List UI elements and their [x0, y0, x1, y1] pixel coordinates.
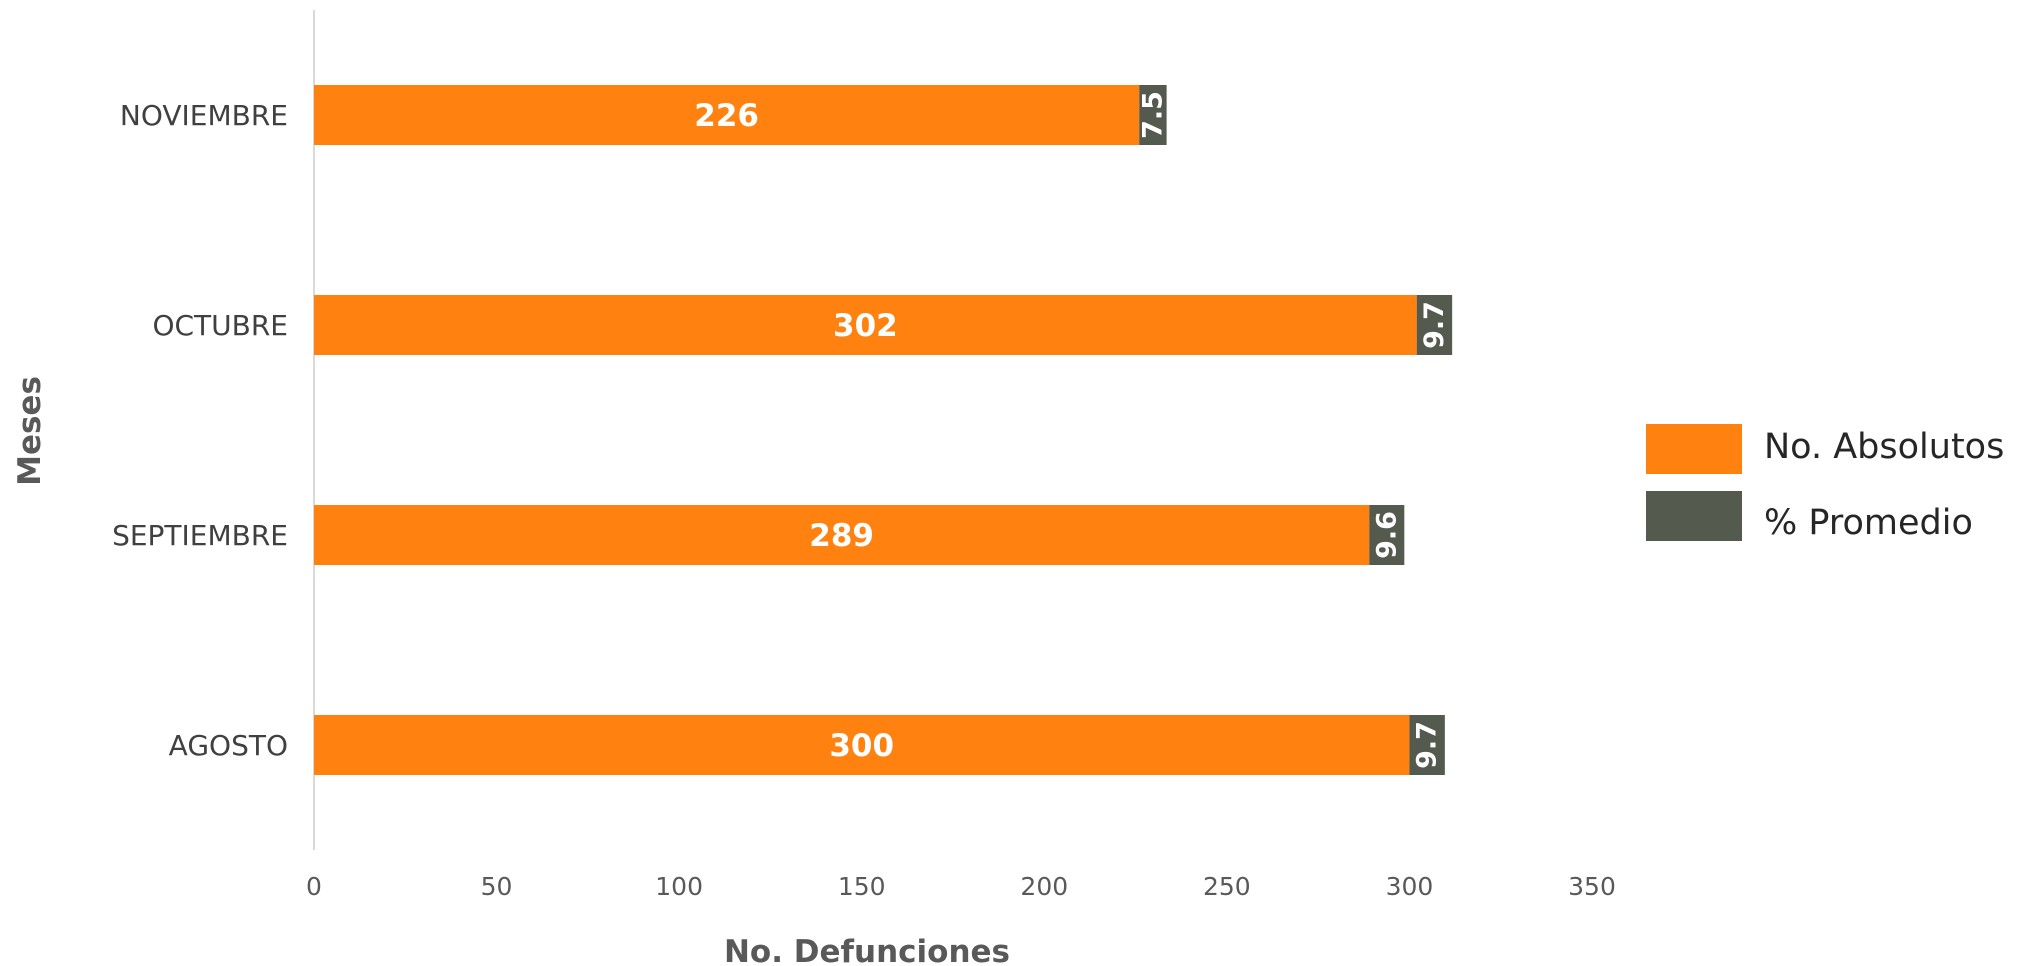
bars-group: 300 9.7 289 9.6 302 9.7 226 7.5 [314, 85, 1453, 775]
legend-label-absolutos: No. Absolutos [1764, 427, 2004, 467]
x-tick-label-150: 150 [838, 872, 886, 901]
value-label-promedio-septiembre: 9.6 [1371, 511, 1402, 559]
category-label-agosto: AGOSTO [169, 729, 288, 762]
category-label-octubre: OCTUBRE [152, 309, 288, 342]
x-tick-labels: 0 50 100 150 200 250 300 350 [306, 872, 1616, 901]
x-tick-label-250: 250 [1203, 872, 1251, 901]
bar-promedio-noviembre [1139, 85, 1167, 145]
category-label-septiembre: SEPTIEMBRE [112, 519, 288, 552]
legend-swatch-promedio [1646, 491, 1742, 541]
x-tick-label-100: 100 [655, 872, 703, 901]
value-label-absolutos-agosto: 300 [829, 728, 894, 764]
category-labels: AGOSTO SEPTIEMBRE OCTUBRE NOVIEMBRE [112, 99, 288, 762]
x-tick-label-350: 350 [1568, 872, 1616, 901]
legend-label-promedio: % Promedio [1764, 503, 1973, 543]
bar-promedio-septiembre [1369, 505, 1405, 565]
bar-promedio-agosto [1409, 715, 1445, 775]
x-axis-title: No. Defunciones [724, 934, 1010, 966]
x-tick-label-0: 0 [306, 872, 322, 901]
x-tick-label-50: 50 [481, 872, 513, 901]
y-axis-title: Meses [12, 376, 48, 486]
value-label-absolutos-noviembre: 226 [694, 98, 759, 134]
bar-promedio-octubre [1416, 295, 1453, 355]
bar-absolutos-septiembre [314, 505, 1370, 565]
bar-absolutos-octubre [314, 295, 1417, 355]
value-label-promedio-octubre: 9.7 [1419, 301, 1450, 349]
legend-swatch-absolutos [1646, 424, 1742, 474]
legend: No. Absolutos % Promedio [1646, 424, 2004, 543]
value-label-absolutos-octubre: 302 [833, 308, 898, 344]
value-label-absolutos-septiembre: 289 [809, 518, 874, 554]
bar-absolutos-noviembre [314, 85, 1140, 145]
bar-absolutos-agosto [314, 715, 1410, 775]
value-label-promedio-agosto: 9.7 [1412, 721, 1443, 769]
category-label-noviembre: NOVIEMBRE [120, 99, 288, 132]
x-tick-label-300: 300 [1386, 872, 1434, 901]
value-label-promedio-noviembre: 7.5 [1137, 91, 1168, 139]
x-tick-label-200: 200 [1020, 872, 1068, 901]
